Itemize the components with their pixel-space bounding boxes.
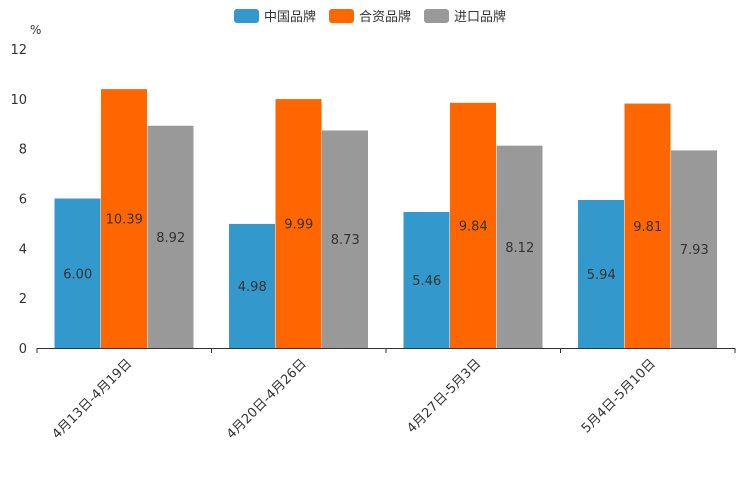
bar[interactable] [147,125,194,348]
y-tick-label: 2 [19,292,27,307]
legend-item-china-brand[interactable]: 中国品牌 [234,9,316,25]
legend-label-china-brand: 中国品牌 [264,9,316,25]
y-tick-label: 0 [19,342,27,357]
bar-value-label: 8.12 [505,241,534,256]
bar-value-label: 7.93 [680,243,709,258]
y-tick-label: 10 [10,93,27,108]
bar[interactable] [624,103,671,348]
bar[interactable] [496,145,543,348]
data-labels: 6.00 10.39 8.92 4.98 9.99 8.73 5.46 9.84 8.12 5.9… [63,213,708,295]
y-tick-label: 8 [19,143,27,158]
bar[interactable] [450,102,496,348]
bar-value-label: 9.84 [459,219,488,234]
x-category-label: 5月4日-5月10日 [579,356,659,436]
bar-value-label: 6.00 [63,267,92,282]
x-category-label: 4月20日-4月26日 [224,356,310,442]
y-tick-label: 6 [19,193,27,208]
y-axis-unit-label: % [30,23,41,37]
bar-series [54,89,717,349]
bar[interactable] [54,198,101,349]
bar-value-label: 4.98 [238,280,267,295]
bar-value-label: 9.99 [284,218,313,233]
legend: 中国品牌 合资品牌 进口品牌 [234,9,506,25]
x-category-label: 4月13日-4月19日 [50,356,136,442]
bar[interactable] [578,199,624,348]
x-axis: 4月13日-4月19日 4月20日-4月26日 4月27日-5月3日 5月4日-5月1… [36,348,736,442]
bar[interactable] [229,223,275,348]
legend-swatch-import-brand [424,9,449,23]
bar-value-label: 10.39 [106,213,143,228]
bar-value-label: 9.81 [633,220,662,235]
x-category-label: 4月27日-5月3日 [404,356,484,436]
legend-swatch-joint-venture-brand [329,9,354,23]
bar[interactable] [671,150,717,348]
bar[interactable] [403,211,450,348]
bar[interactable] [101,89,147,348]
legend-label-import-brand: 进口品牌 [454,9,506,25]
y-tick-label: 12 [10,43,27,58]
bar[interactable] [275,99,322,349]
y-tick-label: 4 [19,242,27,257]
legend-label-joint-venture-brand: 合资品牌 [359,9,411,25]
bar-value-label: 8.92 [156,231,185,246]
legend-swatch-china-brand [234,9,259,23]
bar-value-label: 5.94 [587,268,616,283]
y-axis: 0 2 4 6 8 10 12 [10,43,27,357]
bar-value-label: 5.46 [412,274,441,289]
bar[interactable] [322,130,368,348]
legend-item-joint-venture-brand[interactable]: 合资品牌 [329,9,411,25]
legend-item-import-brand[interactable]: 进口品牌 [424,9,506,25]
bar-value-label: 8.73 [331,233,360,248]
